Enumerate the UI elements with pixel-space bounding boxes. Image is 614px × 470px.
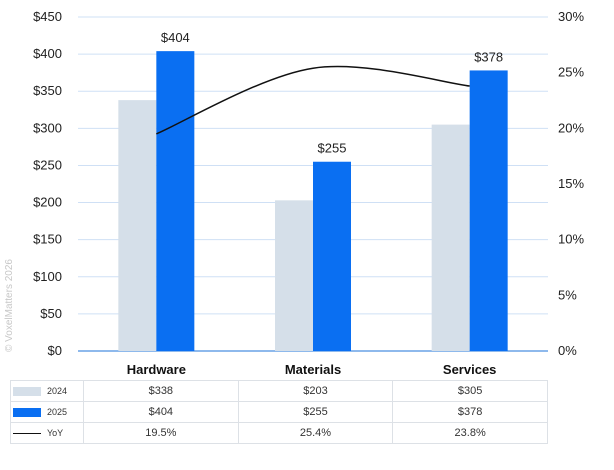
- data-table: 2024 $338 $203 $305 2025 $404 $255 $378 …: [10, 380, 548, 444]
- y-tick-label-left: $400: [33, 46, 62, 61]
- legend-label-2025: 2025: [47, 407, 68, 418]
- legend-label-2024: 2024: [47, 386, 68, 397]
- y-tick-label-right: 0%: [558, 343, 577, 358]
- legend-swatch-yoy: [13, 432, 41, 434]
- table-cell: $338: [83, 380, 239, 402]
- bar-2025-materials: [313, 161, 351, 351]
- bar-2024-hardware: [118, 100, 157, 351]
- y-tick-label-left: $350: [33, 83, 62, 98]
- bar-2024-services: [431, 124, 470, 351]
- table-cell: $404: [83, 401, 239, 423]
- bar-2025-services: [469, 70, 508, 351]
- legend-key-2025: 2025: [10, 401, 84, 423]
- bar-2024-materials: [275, 200, 313, 351]
- table-cell: $203: [237, 380, 394, 402]
- y-tick-label-left: $50: [40, 306, 62, 321]
- x-category-label: Materials: [285, 362, 341, 377]
- y-tick-label-left: $300: [33, 120, 62, 135]
- y-tick-label-left: $100: [33, 269, 62, 284]
- table-cell: $255: [237, 401, 394, 423]
- table-cell: 25.4%: [237, 422, 394, 444]
- watermark: © VoxelMatters 2026: [4, 259, 15, 352]
- y-tick-label-right: 20%: [558, 120, 584, 135]
- y-tick-label-left: $0: [48, 343, 62, 358]
- y-tick-label-left: $150: [33, 232, 62, 247]
- legend-key-yoy: YoY: [10, 422, 84, 444]
- table-row-2024: 2024 $338 $203 $305: [10, 380, 548, 402]
- data-label: $255: [318, 141, 347, 156]
- table-row-2025: 2025 $404 $255 $378: [10, 401, 548, 423]
- legend-label-yoy: YoY: [47, 428, 64, 439]
- y-tick-label-right: 10%: [558, 232, 584, 247]
- bar-2025-hardware: [156, 51, 195, 352]
- table-cell: $378: [392, 401, 548, 423]
- table-row-yoy: YoY 19.5% 25.4% 23.8%: [10, 422, 548, 444]
- y-tick-label-left: $450: [33, 9, 62, 24]
- y-tick-label-right: 15%: [558, 176, 584, 191]
- y-tick-label-right: 25%: [558, 65, 584, 80]
- table-cell: 23.8%: [392, 422, 548, 444]
- yoy-line: [156, 65, 470, 135]
- table-cell: $305: [392, 380, 548, 402]
- legend-swatch-2025: [13, 407, 41, 417]
- y-tick-label-left: $250: [33, 157, 62, 172]
- data-label: $404: [161, 30, 190, 45]
- table-cell: 19.5%: [83, 422, 239, 444]
- y-tick-label-right: 5%: [558, 287, 577, 302]
- legend-swatch-2024: [13, 386, 41, 396]
- data-label: $378: [474, 49, 503, 64]
- y-tick-label-right: 30%: [558, 9, 584, 24]
- chart-svg: $0 $50 $100 $150 $200 $250 $300 $350 $400 $450 0% 5…: [33, 9, 584, 377]
- legend-key-2024: 2024: [10, 380, 84, 402]
- x-category-label: Services: [443, 362, 497, 377]
- x-category-label: Hardware: [127, 362, 186, 377]
- y-tick-label-left: $200: [33, 195, 62, 210]
